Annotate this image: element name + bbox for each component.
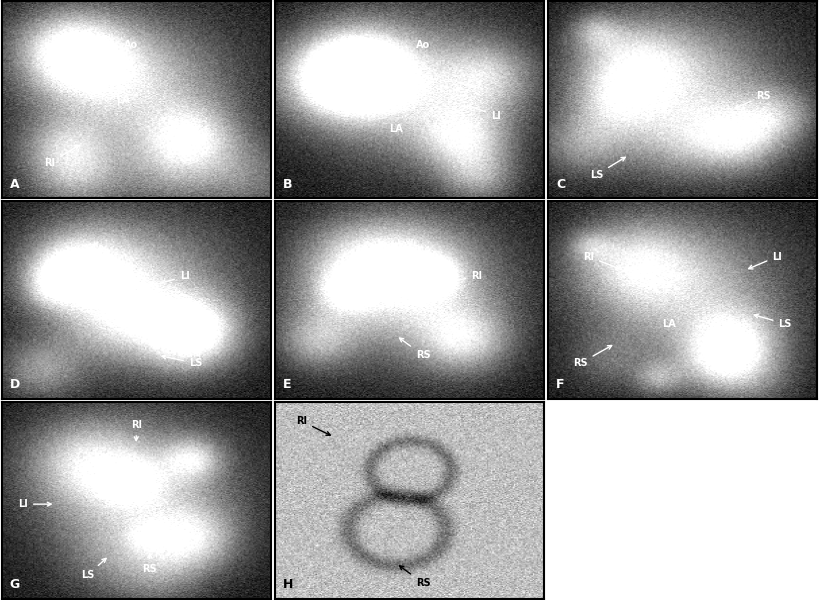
Text: B: B [283, 178, 292, 191]
Text: LI: LI [18, 499, 51, 509]
Text: RS: RS [400, 566, 430, 588]
Text: RI: RI [583, 251, 619, 269]
Text: RS: RS [573, 346, 612, 368]
Text: LA: LA [663, 319, 676, 329]
Text: LI: LI [749, 251, 782, 269]
Text: LA: LA [75, 295, 89, 305]
Text: D: D [10, 378, 20, 391]
Text: RI: RI [441, 271, 482, 284]
Text: LI: LI [154, 271, 189, 286]
Text: RI: RI [131, 420, 142, 440]
Text: LA: LA [135, 475, 148, 485]
Text: H: H [283, 578, 293, 591]
Text: LA: LA [654, 104, 668, 115]
Text: E: E [283, 378, 292, 391]
Text: LI: LI [468, 105, 500, 121]
Text: LA: LA [389, 124, 403, 134]
Text: RI: RI [44, 145, 79, 168]
Text: F: F [556, 378, 565, 391]
Text: LA: LA [116, 95, 129, 105]
Text: LS: LS [754, 314, 792, 329]
Text: RS: RS [400, 338, 430, 360]
Text: Ao: Ao [670, 271, 685, 281]
Text: LS: LS [590, 157, 625, 180]
Text: RS: RS [143, 554, 157, 574]
Text: LS: LS [162, 355, 202, 368]
Text: RS: RS [735, 91, 771, 108]
Text: RI: RI [296, 416, 330, 435]
Text: Ao: Ao [416, 40, 430, 50]
Text: LS: LS [81, 559, 106, 580]
Text: Ao: Ao [124, 40, 138, 50]
Text: A: A [10, 178, 20, 191]
Text: G: G [10, 578, 20, 591]
Text: RS: RS [327, 55, 360, 74]
Text: C: C [556, 178, 565, 191]
